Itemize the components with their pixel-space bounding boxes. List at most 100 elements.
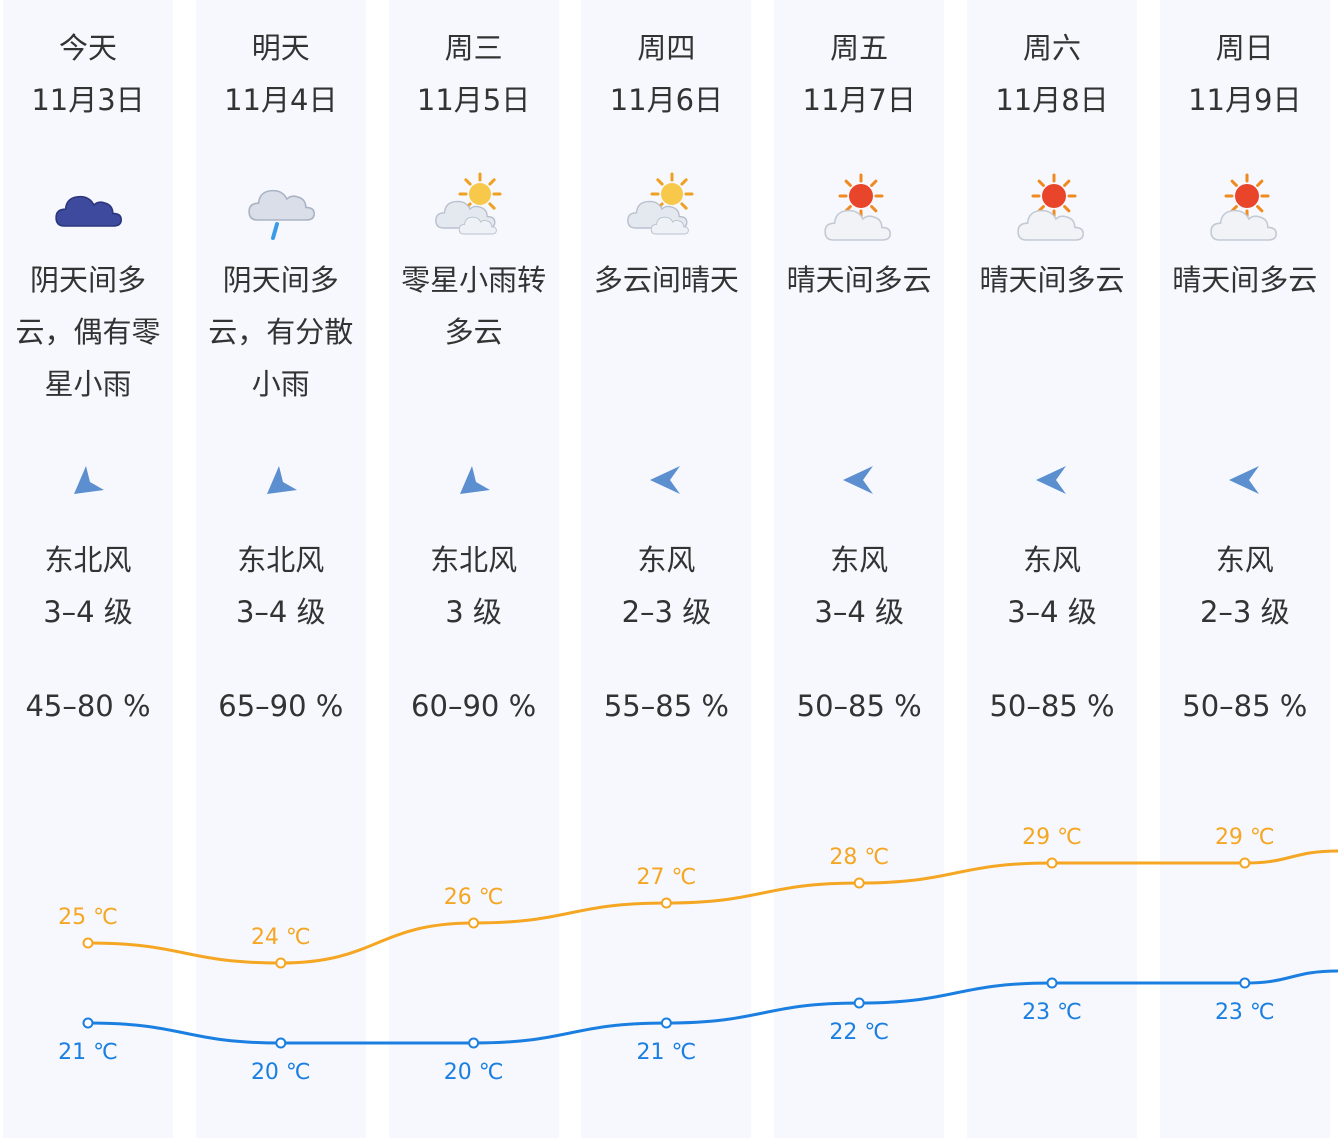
condition-line: 晴天间多云 <box>979 263 1125 297</box>
sun-cloud-icon <box>627 172 694 235</box>
low-temp-line <box>87 969 1338 1045</box>
condition-line: 多云间晴天 <box>593 263 739 297</box>
humidity: 55–85 % <box>603 689 729 723</box>
wind-direction: 东风 <box>637 543 696 577</box>
day-column: 周四 11月6日多云间晴天东风 2–3 级 55–85 % <box>581 0 752 1138</box>
east-arrow-icon <box>1036 466 1066 494</box>
low-temp-point <box>82 1017 94 1029</box>
high-temp-label: 24 ℃ <box>251 925 311 950</box>
east-arrow-icon <box>1228 466 1259 494</box>
condition-line: 晴天间多云 <box>786 263 932 297</box>
low-temp-label: 22 ℃ <box>829 1020 889 1045</box>
condition-line: 多云 <box>444 315 503 349</box>
high-temp-point <box>1239 857 1251 869</box>
high-temp-label: 29 ℃ <box>1215 825 1275 850</box>
day-name: 周四 <box>637 31 696 65</box>
condition-line: 云，偶有零 <box>15 315 161 349</box>
high-temp-line <box>87 849 1338 965</box>
high-temp-label: 29 ℃ <box>1022 825 1082 850</box>
date-label: 11月3日 <box>31 83 145 117</box>
condition-line: 小雨 <box>251 367 310 401</box>
date-label: 11月8日 <box>995 83 1109 117</box>
low-temp-point <box>853 997 865 1009</box>
wind-direction: 东风 <box>1215 543 1274 577</box>
condition-text: 阴天间多云，有分散小雨 <box>196 254 366 410</box>
condition-line: 晴天间多云 <box>1172 263 1318 297</box>
low-temp-point <box>1046 977 1058 989</box>
wind-level: 3–4 级 <box>43 595 133 629</box>
condition-line: 零星小雨转 <box>401 263 547 297</box>
high-temp-label: 28 ℃ <box>829 845 889 870</box>
condition-text: 晴天间多云 <box>774 254 944 306</box>
day-name: 周六 <box>1022 31 1081 65</box>
wind-direction: 东北风 <box>430 543 518 577</box>
low-temp-label: 23 ℃ <box>1215 1000 1275 1025</box>
low-temp-label: 20 ℃ <box>444 1060 504 1085</box>
high-temp-label: 26 ℃ <box>444 885 504 910</box>
northeast-arrow-icon <box>459 466 490 494</box>
date-label: 11月9日 <box>1188 83 1302 117</box>
low-temp-label: 21 ℃ <box>58 1040 118 1065</box>
day-column: 明天 11月4日阴天间多云，有分散小雨东北风 3–4 级 65–90 % <box>195 0 366 1138</box>
low-temp-label: 21 ℃ <box>637 1040 697 1065</box>
high-temp-point <box>468 917 480 929</box>
low-temp-label: 23 ℃ <box>1022 1000 1082 1025</box>
wind-level: 3–4 级 <box>235 595 326 629</box>
condition-text: 晴天间多云 <box>967 254 1137 306</box>
wind-direction: 东风 <box>1022 543 1081 577</box>
humidity: 45–80 % <box>25 689 151 723</box>
low-temp-point <box>660 1017 672 1029</box>
day-name: 周三 <box>444 31 503 65</box>
overcast-rain-icon <box>55 195 122 227</box>
date-label: 11月4日 <box>224 83 338 117</box>
high-temp-point <box>275 957 287 969</box>
humidity: 50–85 % <box>1182 689 1308 723</box>
sun-cloud-icon <box>434 172 502 235</box>
date-label: 11月5日 <box>416 83 531 117</box>
northeast-arrow-icon <box>74 466 104 494</box>
high-temp-point <box>660 897 672 909</box>
low-temp-point <box>1239 977 1251 989</box>
date-label: 11月6日 <box>609 83 724 117</box>
condition-text: 晴天间多云 <box>1160 254 1330 306</box>
condition-line: 云，有分散 <box>208 315 354 349</box>
wind-level: 2–3 级 <box>621 595 712 629</box>
sunny-cloud-icon <box>824 173 892 241</box>
day-column: 周五 11月7日 晴天间多云 东风 3–4 级 50–85 % <box>774 0 945 1138</box>
high-temp-point <box>1046 857 1058 869</box>
condition-text: 多云间晴天 <box>581 254 751 306</box>
east-arrow-icon <box>843 466 874 494</box>
high-temp-point <box>853 877 865 889</box>
wind-level: 3–4 级 <box>814 595 904 629</box>
day-column: 周三 11月5日零星小雨转多云东北风 3 级 60–90 % <box>388 0 559 1138</box>
humidity: 60–90 % <box>411 689 537 723</box>
sunny-cloud-icon <box>1210 173 1277 241</box>
east-arrow-icon <box>650 466 681 494</box>
condition-line: 星小雨 <box>44 367 132 401</box>
day-column: 周六 11月8日晴天间多云东风 3–4 级 50–85 % <box>967 0 1137 1138</box>
humidity: 50–85 % <box>989 689 1115 723</box>
humidity: 50–85 % <box>796 689 922 723</box>
day-name: 周五 <box>830 31 889 65</box>
sunny-cloud-icon <box>1017 173 1084 241</box>
wind-direction: 东北风 <box>237 543 325 577</box>
day-column: 周日 11月9日晴天间多云东风 2–3 级 50–85 % <box>1159 0 1330 1138</box>
condition-line: 阴天间多 <box>222 263 339 297</box>
humidity: 65–90 % <box>218 689 344 723</box>
day-name: 周日 <box>1215 31 1274 65</box>
northeast-arrow-icon <box>266 466 297 494</box>
wind-level: 2–3 级 <box>1199 595 1290 629</box>
wind-level: 3 级 <box>445 595 502 629</box>
wind-direction: 东北风 <box>44 543 132 577</box>
wind-level: 3–4 级 <box>1007 595 1097 629</box>
condition-text: 零星小雨转 多云 <box>389 254 559 358</box>
low-temp-point <box>275 1037 287 1049</box>
high-temp-label: 25 ℃ <box>58 905 118 930</box>
high-temp-label: 27 ℃ <box>637 865 697 890</box>
condition-line: 阴天间多 <box>29 263 146 297</box>
day-name: 明天 <box>251 31 310 65</box>
low-temp-point <box>468 1037 480 1049</box>
low-temp-label: 20 ℃ <box>251 1060 311 1085</box>
condition-text: 阴天间多云，偶有零星小雨 <box>3 254 173 410</box>
